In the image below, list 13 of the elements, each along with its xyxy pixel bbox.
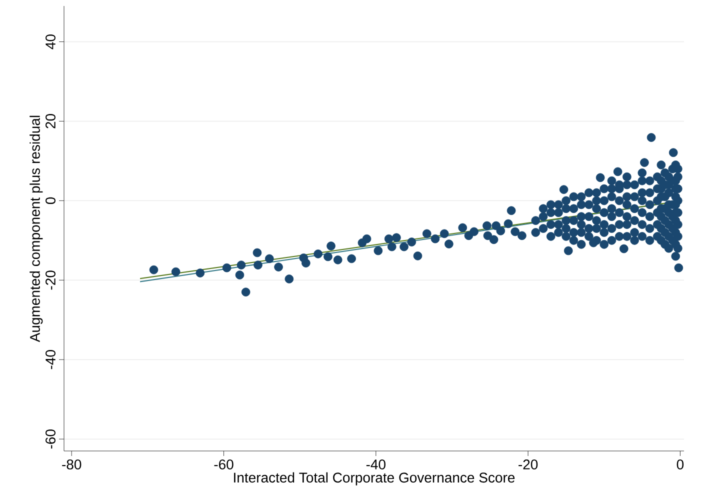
y-tick-label: -60 (46, 429, 56, 449)
y-tick-label: -20 (46, 270, 56, 290)
y-tick-label: -40 (46, 350, 56, 370)
x-axis-title: Interacted Total Corporate Governance Score (234, 472, 515, 486)
y-tick-label: 0 (46, 197, 56, 204)
x-tick-label: -40 (366, 460, 386, 470)
y-tick-label: 20 (46, 114, 56, 128)
y-axis-title: Augmented component plus residual (30, 116, 43, 342)
x-tick-label: -20 (518, 460, 538, 470)
x-tick-label: -80 (62, 460, 82, 470)
y-tick-label: 40 (46, 34, 56, 50)
x-tick-label: -60 (214, 460, 234, 470)
x-tick-label: 0 (676, 460, 684, 470)
